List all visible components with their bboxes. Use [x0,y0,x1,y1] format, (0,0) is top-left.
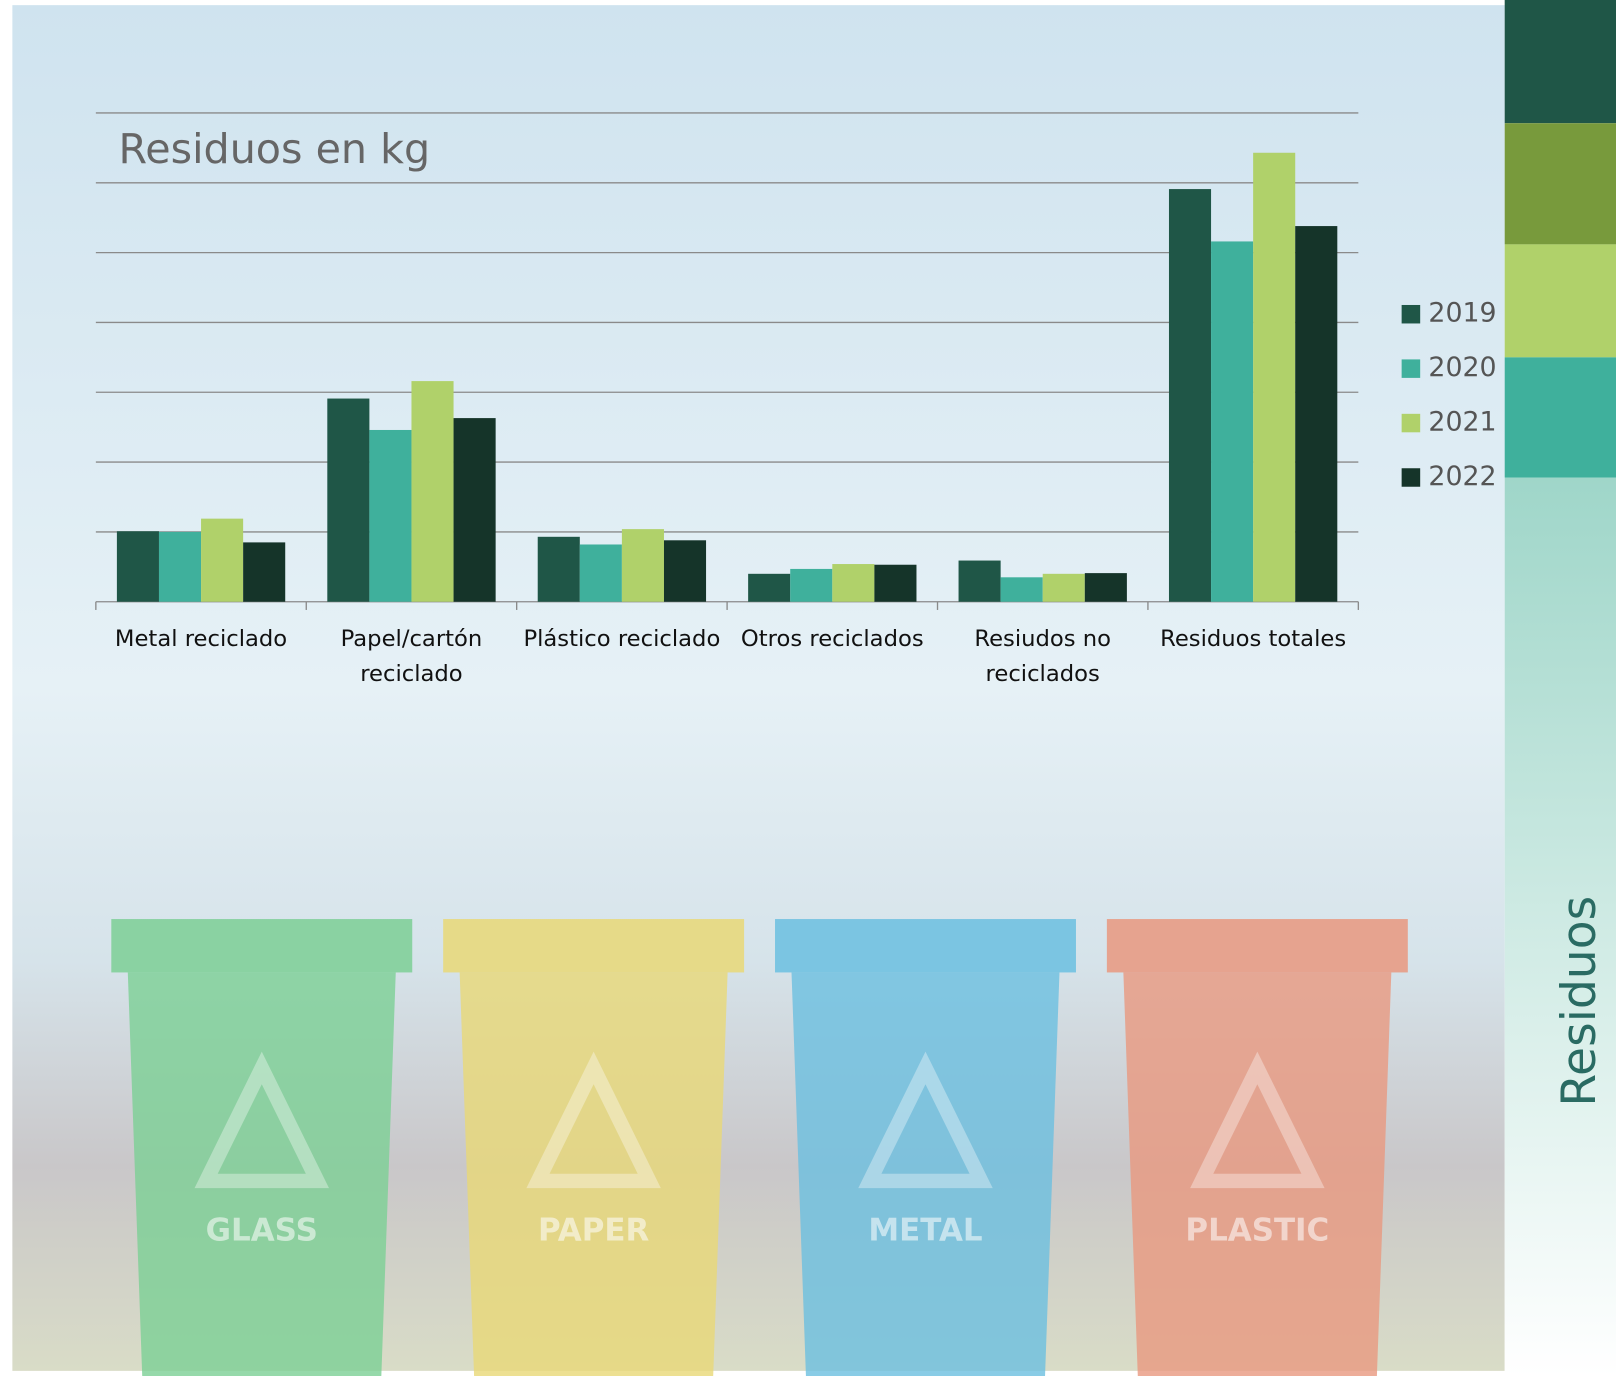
bar [453,418,496,602]
sidebar-title: Residuos [1552,896,1607,1107]
sidebar-block [1504,357,1616,478]
bar [579,544,622,602]
x-tick-label: Plástico reciclado [523,626,721,653]
bin-body [791,972,1060,1376]
x-tick-label: Metal reciclado [114,626,288,653]
bin-lid [443,919,745,973]
bar [958,560,1001,602]
bar [1253,152,1296,602]
bar [116,531,159,602]
chart-title: Residuos en kg [119,125,431,173]
bin-body [459,972,728,1376]
recycle-icon [1190,1051,1325,1189]
x-tick-label-box: Residuos totales [1160,626,1347,653]
bar [243,542,286,602]
x-tick-label-box: Metal reciclado [114,626,288,653]
bar [1084,573,1127,602]
bar [537,536,580,602]
bar [1000,577,1043,602]
x-tick-label-box: Otros reciclados [740,626,924,653]
bar [621,529,664,602]
x-tick-label: Otros reciclados [740,626,924,653]
bar [411,381,454,602]
recycle-icon [858,1051,993,1189]
sidebar-block [1504,244,1616,358]
bar [1168,189,1212,602]
bar [1211,241,1254,602]
chart: Metal reciclado Papel/cartón reciclado Plá… [95,112,1497,687]
bin-lid [111,919,413,973]
bar [748,573,791,602]
recycle-icon [194,1051,330,1189]
legend-label: 2021 [1428,407,1496,438]
sidebar-fade [1504,477,1616,1376]
bar [201,518,244,602]
bar [1295,226,1338,602]
recycle-icon [526,1051,661,1189]
legend-swatch [1401,304,1421,324]
bar [874,564,917,602]
sidebar-block [1504,123,1616,245]
legend-swatch [1401,359,1421,378]
legend-swatch [1401,468,1421,487]
bar [790,568,833,602]
bin-label: METAL [868,1213,982,1249]
bin-label: PLASTIC [1185,1213,1329,1249]
bar [832,564,875,602]
bin-body [127,972,396,1376]
bar [663,540,707,602]
bin-body [1123,972,1392,1376]
x-tick-label: Resiudos no reciclados [974,626,1112,687]
bin-lid [775,919,1076,973]
bar [158,531,202,602]
bin-lid [1106,919,1408,973]
bins: GLASS PAPER METAL PLASTIC [111,919,1408,1376]
legend-label: 2020 [1428,352,1496,383]
bar [1042,573,1085,602]
bin-label: PAPER [538,1213,650,1249]
legend-label: 2022 [1428,461,1496,492]
x-tick-label-box: Plástico reciclado [523,626,721,653]
x-tick-label: Papel/cartón reciclado [340,626,483,687]
legend-label: 2019 [1428,298,1496,329]
x-tick-label-box: Resiudos no reciclados [974,626,1112,687]
x-tick-label: Residuos totales [1160,626,1347,653]
sidebar-block [1504,0,1616,124]
x-tick-label-box: Papel/cartón reciclado [340,626,483,687]
bar [369,429,412,602]
legend-swatch [1401,413,1421,433]
bar [327,398,370,602]
bin-label: GLASS [206,1213,318,1249]
